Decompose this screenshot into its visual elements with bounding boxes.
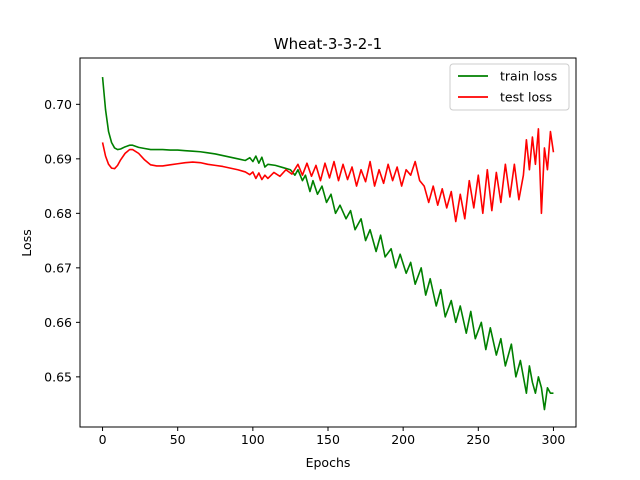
x-tick-label: 50 xyxy=(170,432,186,447)
y-tick-label: 0.67 xyxy=(44,260,72,275)
legend-label: train loss xyxy=(500,69,557,84)
x-tick-label: 0 xyxy=(99,432,107,447)
legend-label: test loss xyxy=(500,90,552,105)
plot-lines xyxy=(101,77,555,411)
x-tick-label: 300 xyxy=(542,432,566,447)
y-tick-label: 0.68 xyxy=(44,206,72,221)
x-tick-label: 200 xyxy=(391,432,415,447)
y-tick-label: 0.69 xyxy=(44,151,72,166)
x-axis-label: Epochs xyxy=(306,455,351,470)
legend: train loss test loss xyxy=(449,63,570,111)
y-tick-label: 0.65 xyxy=(44,369,72,384)
x-tick-label: 100 xyxy=(241,432,265,447)
y-tick-label: 0.66 xyxy=(44,315,72,330)
x-tick-label: 150 xyxy=(316,432,340,447)
y-axis: 0.65 0.66 0.67 0.68 0.69 0.70 xyxy=(44,97,80,384)
x-tick-label: 250 xyxy=(466,432,490,447)
series-line-train-loss xyxy=(101,77,554,411)
series-line-test-loss xyxy=(101,128,555,223)
y-tick-label: 0.70 xyxy=(44,97,72,112)
y-axis-label: Loss xyxy=(19,229,34,256)
chart-title: Wheat-3-3-2-1 xyxy=(274,35,382,53)
x-axis: 0 50 100 150 200 250 300 xyxy=(99,427,566,447)
